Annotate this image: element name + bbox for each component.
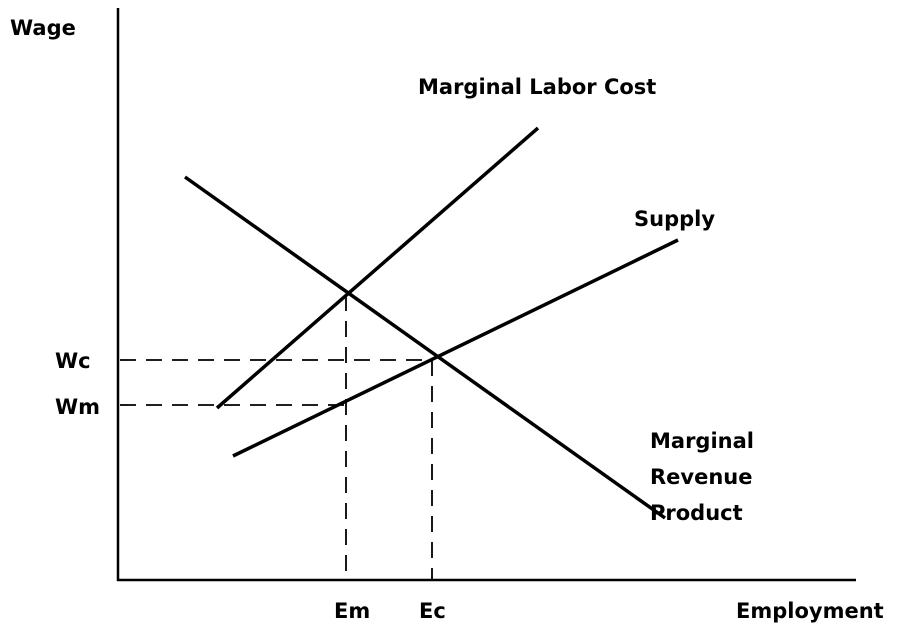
curve-label: Product [650, 501, 743, 525]
curve-label: Revenue [650, 465, 753, 489]
curve-label: Marginal Labor Cost [418, 75, 656, 99]
supply-curve [232, 238, 679, 458]
marginal-labor-cost-curve [215, 126, 540, 410]
y-axis-label: Wage [10, 16, 76, 40]
marginal-revenue-product-curve [183, 175, 667, 520]
employment-level-label: Em [334, 599, 370, 623]
wage-level-label: Wm [55, 395, 100, 419]
x-axis-label: Employment [736, 599, 884, 623]
wage-level-label: Wc [55, 349, 91, 373]
employment-level-label: Ec [419, 599, 446, 623]
curve-label: Supply [634, 207, 715, 231]
curve-label: Marginal [650, 429, 754, 453]
